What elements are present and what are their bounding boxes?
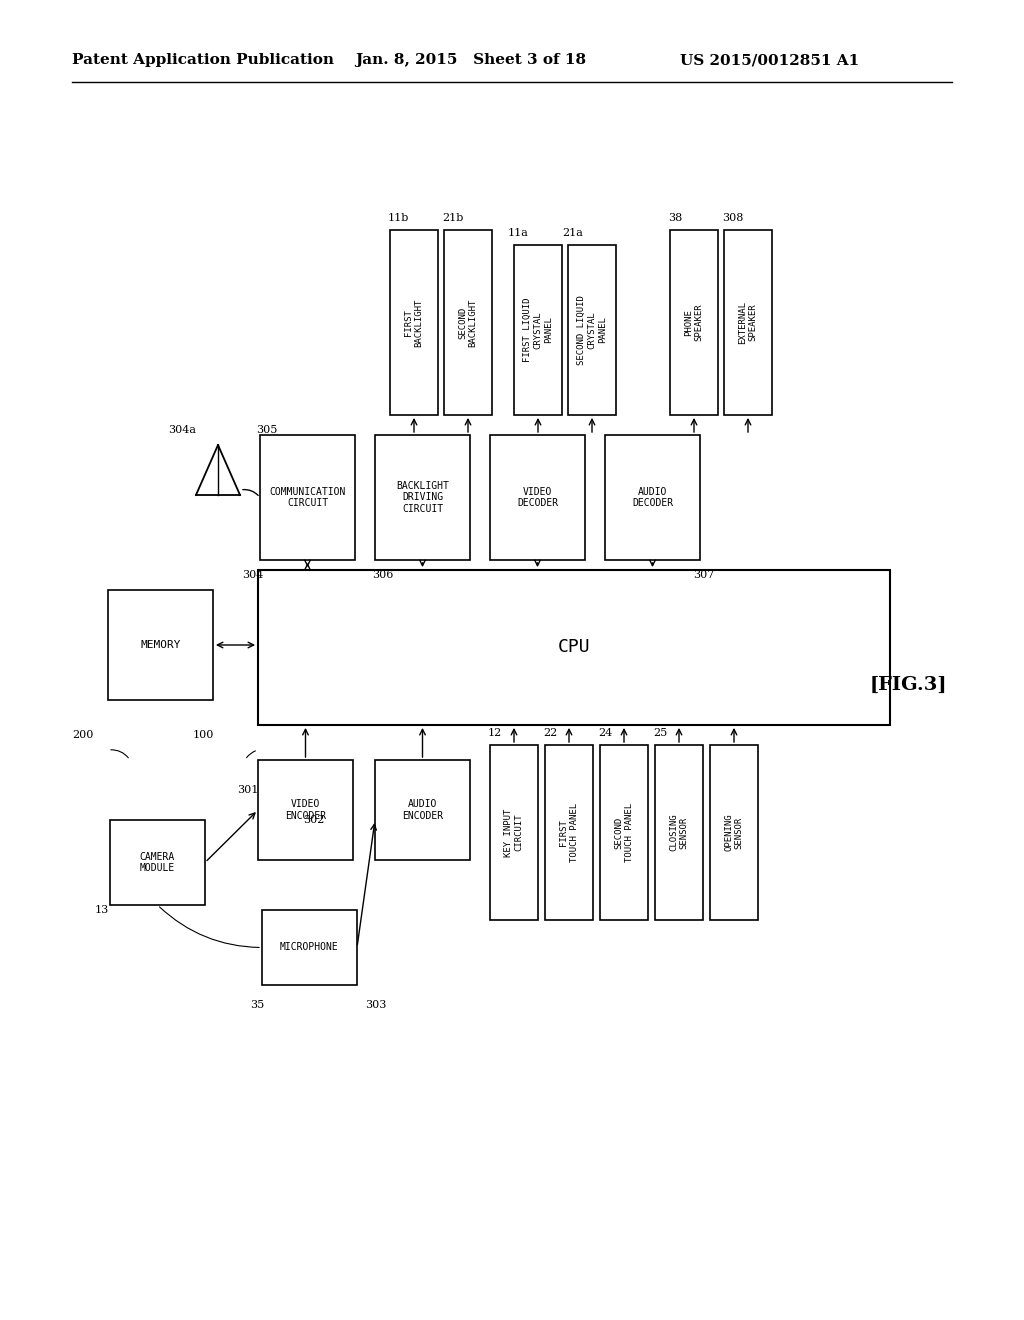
Text: 302: 302 (303, 814, 325, 825)
Text: AUDIO
DECODER: AUDIO DECODER (632, 487, 673, 508)
Text: SECOND
BACKLIGHT: SECOND BACKLIGHT (459, 298, 478, 347)
Text: 200: 200 (72, 730, 93, 741)
Text: 12: 12 (488, 729, 502, 738)
Text: 21a: 21a (562, 228, 583, 238)
Text: MEMORY: MEMORY (140, 640, 181, 649)
Text: 35: 35 (250, 1001, 264, 1010)
Bar (670, 230, 718, 414)
Bar (258, 760, 353, 861)
Bar (724, 230, 772, 414)
Text: 307: 307 (693, 570, 715, 579)
Text: OPENING
SENSOR: OPENING SENSOR (724, 813, 743, 851)
Text: CPU: CPU (558, 639, 590, 656)
Text: 38: 38 (668, 213, 682, 223)
Bar (655, 744, 703, 920)
Bar (258, 570, 890, 725)
Bar (108, 590, 213, 700)
Text: FIRST
BACKLIGHT: FIRST BACKLIGHT (404, 298, 424, 347)
Text: 11a: 11a (508, 228, 528, 238)
Text: 13: 13 (95, 906, 110, 915)
Text: 11b: 11b (388, 213, 410, 223)
Text: 24: 24 (598, 729, 612, 738)
Text: PHONE
SPEAKER: PHONE SPEAKER (684, 304, 703, 342)
Bar (375, 436, 470, 560)
Text: 22: 22 (543, 729, 557, 738)
Text: FIRST
TOUCH PANEL: FIRST TOUCH PANEL (559, 803, 579, 862)
Bar (262, 909, 357, 985)
Text: 301: 301 (237, 785, 258, 795)
Text: SECOND LIQUID
CRYSTAL
PANEL: SECOND LIQUID CRYSTAL PANEL (578, 296, 607, 364)
Text: MICROPHONE: MICROPHONE (281, 942, 339, 953)
Text: VIDEO
DECODER: VIDEO DECODER (517, 487, 558, 508)
Bar (390, 230, 438, 414)
Bar (490, 744, 538, 920)
Text: SECOND
TOUCH PANEL: SECOND TOUCH PANEL (614, 803, 634, 862)
Bar (375, 760, 470, 861)
Text: 25: 25 (653, 729, 668, 738)
Text: CAMERA
MODULE: CAMERA MODULE (140, 851, 175, 874)
Text: VIDEO
ENCODER: VIDEO ENCODER (285, 799, 326, 821)
Text: Patent Application Publication: Patent Application Publication (72, 53, 334, 67)
Text: [FIG.3]: [FIG.3] (870, 676, 947, 694)
Text: 100: 100 (193, 730, 214, 741)
Text: 304: 304 (242, 570, 263, 579)
Text: 304a: 304a (168, 425, 196, 436)
Text: US 2015/0012851 A1: US 2015/0012851 A1 (680, 53, 859, 67)
Text: 305: 305 (256, 425, 278, 436)
Text: 306: 306 (372, 570, 393, 579)
Bar (710, 744, 758, 920)
Text: AUDIO
ENCODER: AUDIO ENCODER (402, 799, 443, 821)
Text: COMMUNICATION
CIRCUIT: COMMUNICATION CIRCUIT (269, 487, 346, 508)
Text: BACKLIGHT
DRIVING
CIRCUIT: BACKLIGHT DRIVING CIRCUIT (396, 480, 449, 513)
Text: CLOSING
SENSOR: CLOSING SENSOR (670, 813, 689, 851)
Bar (490, 436, 585, 560)
Bar (260, 436, 355, 560)
Text: 21b: 21b (442, 213, 464, 223)
Bar (568, 246, 616, 414)
Bar (110, 820, 205, 906)
Bar (600, 744, 648, 920)
Text: 303: 303 (365, 1001, 386, 1010)
Bar (444, 230, 492, 414)
Text: KEY INPUT
CIRCUIT: KEY INPUT CIRCUIT (504, 808, 523, 857)
Text: FIRST LIQUID
CRYSTAL
PANEL: FIRST LIQUID CRYSTAL PANEL (523, 298, 553, 362)
Bar (514, 246, 562, 414)
Bar (545, 744, 593, 920)
Bar (605, 436, 700, 560)
Text: Jan. 8, 2015   Sheet 3 of 18: Jan. 8, 2015 Sheet 3 of 18 (355, 53, 586, 67)
Text: EXTERNAL
SPEAKER: EXTERNAL SPEAKER (738, 301, 758, 345)
Text: 308: 308 (722, 213, 743, 223)
